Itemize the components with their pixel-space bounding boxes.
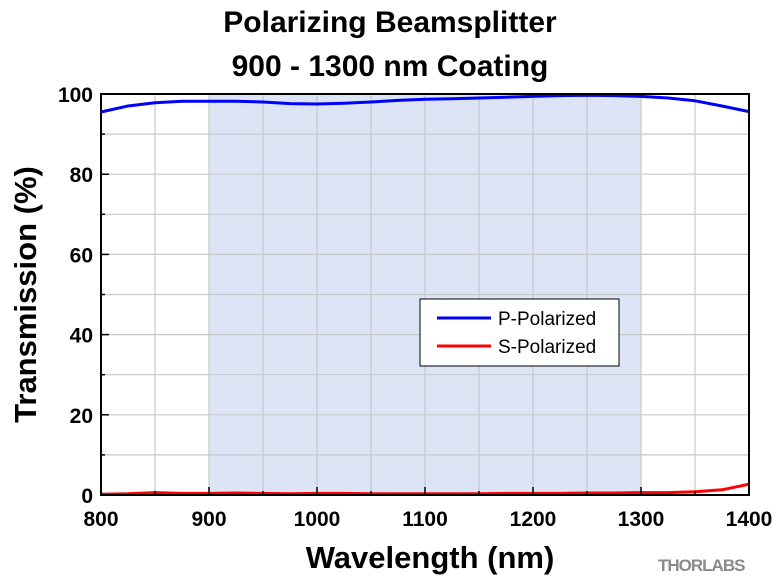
legend-label-s-polarized: S-Polarized [498, 337, 596, 358]
x-tick-label: 1400 [726, 508, 773, 531]
grid [101, 94, 749, 495]
y-tick-label: 80 [70, 164, 93, 187]
x-tick-label: 900 [191, 508, 226, 531]
x-axis-title: Wavelength (nm) [306, 540, 555, 575]
y-tick-label: 40 [70, 325, 93, 348]
legend-box [419, 298, 620, 367]
chart-title-line-1: Polarizing Beamsplitter [223, 6, 557, 39]
ticks: 800 900 1000 1100 1200 1300 1400 0 20 40 60 80 100 [58, 84, 772, 531]
chart-title-line-2: 900 - 1300 nm Coating [231, 50, 549, 83]
y-tick-label: 0 [81, 485, 93, 508]
legend-label-p-polarized: P-Polarized [498, 309, 596, 330]
x-tick-label: 1200 [510, 508, 557, 531]
legend: P-Polarized S-Polarized [419, 298, 620, 367]
x-tick-label: 1100 [402, 508, 448, 531]
y-tick-label: 60 [70, 244, 93, 267]
x-tick-label: 800 [83, 508, 118, 531]
y-tick-label: 100 [58, 84, 93, 107]
y-axis-title: Transmission (%) [8, 166, 43, 423]
x-tick-label: 1300 [618, 508, 665, 531]
series-line-p-polarized [100, 93, 750, 114]
y-tick-label: 20 [70, 405, 93, 428]
x-tick-label: 1000 [294, 508, 341, 531]
brand-logo: THORLABS [658, 556, 745, 575]
